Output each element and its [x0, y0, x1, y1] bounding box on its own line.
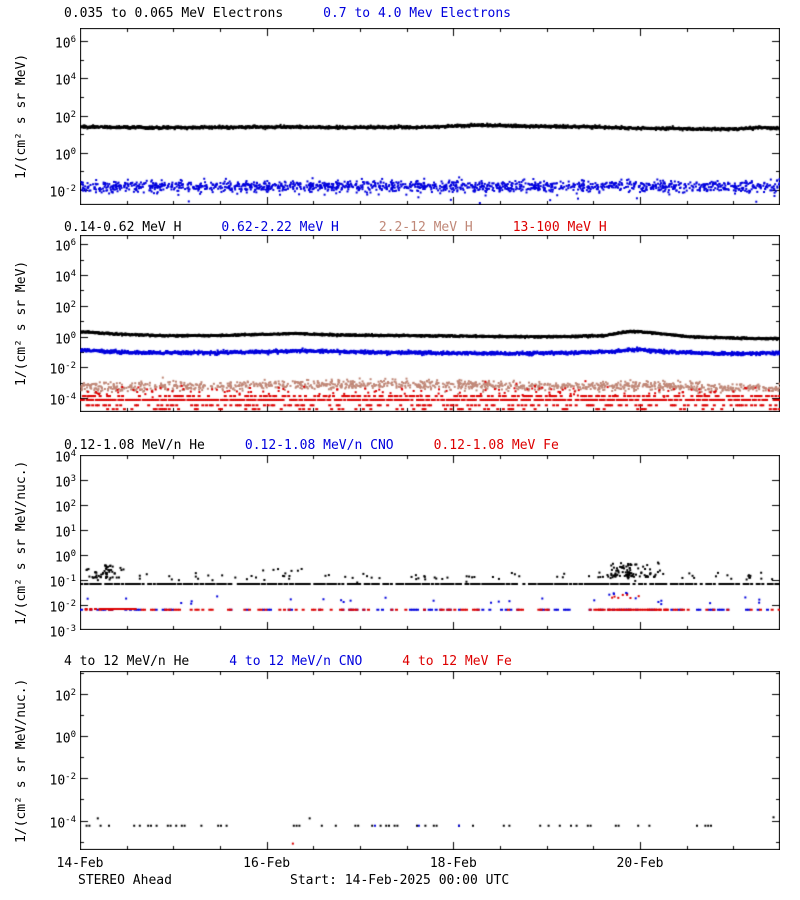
panel-4-y-tick-label: 10-4 [49, 814, 77, 831]
panel-1-series-label-2: 0.7 to 4.0 Mev Electrons [323, 6, 511, 21]
x-axis-tick-label: 20-Feb [616, 856, 664, 871]
panel-3-y-tick-label: 10-2 [49, 599, 77, 616]
panel-2-y-tick-label: 102 [54, 299, 76, 317]
panel-3-y-tick-label: 104 [54, 449, 76, 466]
panel-2-y-tick-label: 104 [54, 269, 76, 286]
panel-2-plot-area [80, 235, 780, 412]
panel-2-series-label-4: 13-100 MeV H [512, 220, 607, 235]
panel-3-y-axis-label: 1/(cm² s sr MeV/nuc.) [14, 460, 29, 625]
panel-2-series-label-3: 2.2-12 MeV H [378, 220, 473, 235]
panel-4-series-label-3: 4 to 12 MeV Fe [402, 654, 512, 669]
panel-4-y-tick-label: 100 [54, 730, 76, 747]
panel-2-y-tick-label: 106 [54, 238, 76, 255]
panel-2-series-label-1: 0.14-0.62 MeV H [64, 220, 182, 235]
panel-2-y-tick-label: 10-4 [49, 392, 77, 409]
panel-3-y-tick-label: 10-1 [49, 574, 77, 591]
start-time-label: Start: 14-Feb-2025 00:00 UTC [290, 873, 510, 888]
panel-1-y-tick-label: 102 [54, 109, 76, 126]
panel-3-y-tick-label: 102 [54, 499, 76, 516]
panel-4-y-tick-label: 10-2 [49, 772, 77, 789]
panel-3-y-tick-label: 101 [54, 524, 76, 541]
panel-2-y-tick-label: 100 [54, 330, 76, 347]
panel-2-y-axis-label: 1/(cm² s sr MeV) [14, 260, 29, 386]
panel-3-y-tick-label: 10-3 [49, 624, 77, 641]
panel-3-series-label-2: 0.12-1.08 MeV/n CNO [244, 438, 394, 453]
panel-3-plot-area [80, 455, 780, 630]
panel-1-y-tick-label: 100 [54, 146, 76, 164]
x-axis-tick-label: 16-Feb [243, 856, 291, 871]
panel-4-y-tick-label: 102 [54, 688, 76, 705]
panel-4-plot-area [80, 671, 780, 850]
panel-1-y-tick-label: 106 [54, 35, 76, 52]
panel-3-title-row: 0.12-1.08 MeV/n He 0.12-1.08 MeV/n CNO 0.1… [64, 438, 559, 453]
panel-3-series-label-3: 0.12-1.08 MeV Fe [433, 438, 559, 453]
panel-2-y-tick-label: 10-2 [49, 361, 77, 378]
panel-2-title-row: 0.14-0.62 MeV H 0.62-2.22 MeV H 2.2-12 MeV… [64, 220, 607, 235]
panel-4-series-label-2: 4 to 12 MeV/n CNO [229, 654, 363, 669]
panel-3-series-label-1: 0.12-1.08 MeV/n He [64, 438, 205, 453]
panel-3-y-tick-label: 103 [54, 474, 76, 491]
x-axis-tick-label: 18-Feb [429, 856, 477, 871]
panel-4-y-axis-label: 1/(cm² s sr MeV/nuc.) [14, 678, 29, 843]
panel-4-title-row: 4 to 12 MeV/n He 4 to 12 MeV/n CNO 4 to 12… [64, 654, 512, 669]
panel-1-y-tick-label: 104 [54, 72, 76, 89]
panel-1-y-axis-label: 1/(cm² s sr MeV) [14, 53, 29, 179]
panel-4-series-label-1: 4 to 12 MeV/n He [64, 654, 190, 669]
panel-1-y-tick-label: 10-2 [49, 184, 77, 201]
panel-3-y-tick-label: 100 [54, 549, 76, 566]
panel-1-title-row: 0.035 to 0.065 MeV Electrons 0.7 to 4.0 M… [64, 6, 511, 21]
panel-1-plot-area [80, 28, 780, 205]
panel-1-series-label-1: 0.035 to 0.065 MeV Electrons [64, 6, 284, 21]
panel-2-series-label-2: 0.62-2.22 MeV H [221, 220, 339, 235]
spacecraft-label: STEREO Ahead [78, 873, 172, 888]
x-axis-tick-label: 14-Feb [56, 856, 104, 871]
